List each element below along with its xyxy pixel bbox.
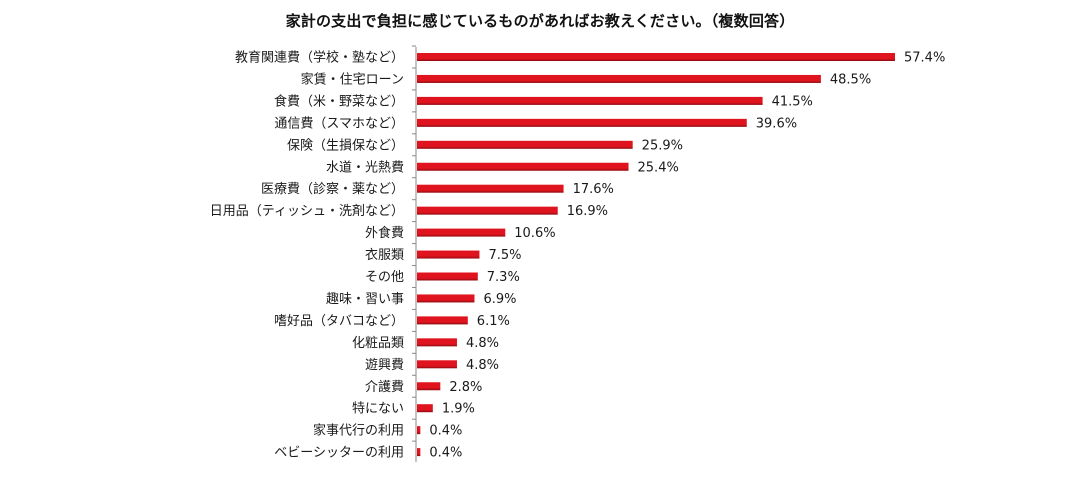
category-label: 日用品（ティッシュ・洗剤など） — [210, 203, 404, 219]
bar — [417, 96, 763, 105]
data-label: 6.9% — [483, 292, 516, 307]
bar — [417, 426, 421, 435]
data-label: 2.8% — [449, 380, 482, 395]
data-label: 4.8% — [466, 336, 499, 351]
bar — [417, 184, 564, 193]
category-label: 介護費 — [365, 379, 404, 395]
data-label: 16.9% — [567, 204, 608, 219]
data-label: 7.3% — [487, 270, 520, 285]
data-label: 25.4% — [638, 160, 679, 175]
bar — [417, 272, 478, 281]
category-label: その他 — [365, 270, 404, 285]
category-label: 外食費 — [365, 225, 404, 241]
data-label: 25.9% — [642, 138, 683, 153]
data-label: 48.5% — [830, 72, 871, 87]
bar — [417, 118, 747, 127]
bar — [417, 74, 821, 83]
data-label: 0.4% — [429, 424, 462, 439]
category-label: 特にない — [352, 402, 404, 417]
data-label: 41.5% — [772, 94, 813, 109]
category-label: 家事代行の利用 — [313, 423, 404, 439]
data-label: 10.6% — [514, 226, 555, 241]
category-label: 家賃・住宅ローン — [301, 71, 404, 87]
bar — [417, 162, 629, 171]
data-label: 0.4% — [429, 446, 462, 461]
bar — [417, 404, 433, 413]
category-label: 医療費（診察・薬など） — [261, 181, 404, 197]
data-label: 57.4% — [904, 51, 945, 66]
category-label: 趣味・習い事 — [326, 292, 404, 307]
data-label: 1.9% — [442, 402, 475, 417]
category-label: 化粧品類 — [352, 336, 404, 351]
bar — [417, 228, 506, 237]
data-label: 7.5% — [488, 248, 521, 263]
bar — [417, 360, 457, 369]
data-label: 4.8% — [466, 358, 499, 373]
category-label: 遊興費 — [365, 358, 404, 373]
data-label: 39.6% — [756, 116, 797, 131]
category-label: 保険（生損保など） — [287, 138, 404, 153]
category-label: 嗜好品（タバコなど） — [274, 314, 404, 329]
bar — [417, 338, 457, 347]
bar — [417, 316, 468, 325]
chart-title: 家計の支出で負担に感じているものがあればお教えください。（複数回答） — [285, 12, 795, 30]
bar — [417, 53, 895, 61]
data-label: 6.1% — [477, 314, 510, 329]
category-label: 通信費（スマホなど） — [274, 116, 404, 131]
bar — [417, 294, 475, 303]
bar — [417, 250, 480, 259]
bar — [417, 448, 421, 457]
bar — [417, 382, 441, 391]
category-label: 教育関連費（学校・塾など） — [235, 50, 404, 66]
bar — [417, 140, 633, 149]
data-label: 17.6% — [573, 182, 614, 197]
category-label: 水道・光熱費 — [326, 160, 404, 175]
category-label: 食費（米・野菜など） — [274, 93, 404, 109]
category-label: ベビーシッターの利用 — [274, 446, 404, 461]
bar — [417, 206, 558, 215]
category-label: 衣服類 — [365, 247, 404, 263]
